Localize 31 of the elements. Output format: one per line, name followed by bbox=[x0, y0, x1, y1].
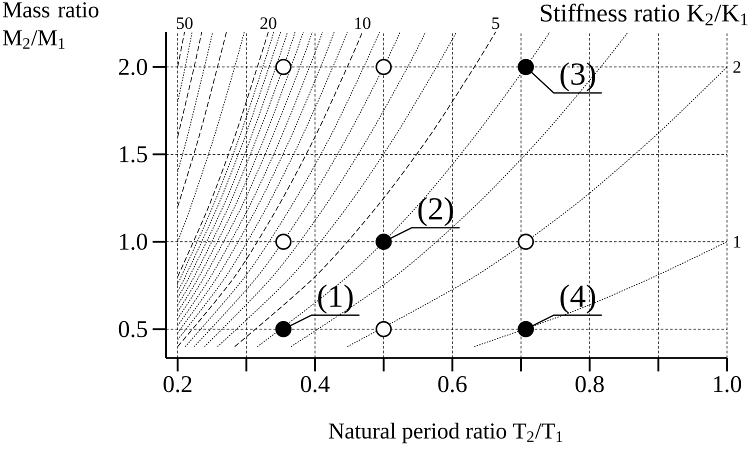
x-tick-label: 0.8 bbox=[576, 376, 604, 392]
point bbox=[376, 321, 392, 338]
series-label: 50 bbox=[176, 17, 193, 30]
point bbox=[376, 58, 392, 76]
x-tick-label: 0.2 bbox=[164, 376, 192, 392]
x-tick-label: 0.6 bbox=[438, 376, 467, 392]
point bbox=[518, 234, 534, 250]
y-tick-label: 1.0 bbox=[120, 234, 148, 250]
point bbox=[275, 234, 292, 250]
series-label: 20 bbox=[260, 17, 276, 30]
annotation: (4) bbox=[560, 284, 596, 314]
annotation: (2) bbox=[418, 197, 453, 226]
y-tick-label: 0.5 bbox=[118, 321, 148, 338]
x-tick-label: 1.0 bbox=[714, 376, 742, 392]
point bbox=[376, 234, 392, 250]
series-label: 1 bbox=[734, 236, 740, 248]
series-label: 10 bbox=[355, 17, 370, 30]
x-axis-title: Natural period ratio T$_{2}$/T$_{1}$ bbox=[328, 422, 562, 444]
x-tick-label: 0.4 bbox=[300, 376, 330, 392]
series-label: 2 bbox=[733, 61, 740, 73]
point bbox=[275, 321, 292, 338]
y-tick-label: 2.0 bbox=[119, 58, 148, 76]
annotation: (1) bbox=[318, 284, 353, 314]
y-tick-label: 1.5 bbox=[120, 146, 148, 162]
annotation: (3) bbox=[560, 62, 596, 92]
text: Stiffness ratio K$_{2}$/K$_{1}$ bbox=[540, 4, 748, 26]
series-label: 5 bbox=[492, 18, 500, 30]
point bbox=[518, 321, 534, 338]
point bbox=[275, 58, 292, 76]
point bbox=[518, 58, 534, 76]
y-axis-title: Mass ratio M$_{2}$/M$_{1}$ bbox=[2, 2, 98, 49]
